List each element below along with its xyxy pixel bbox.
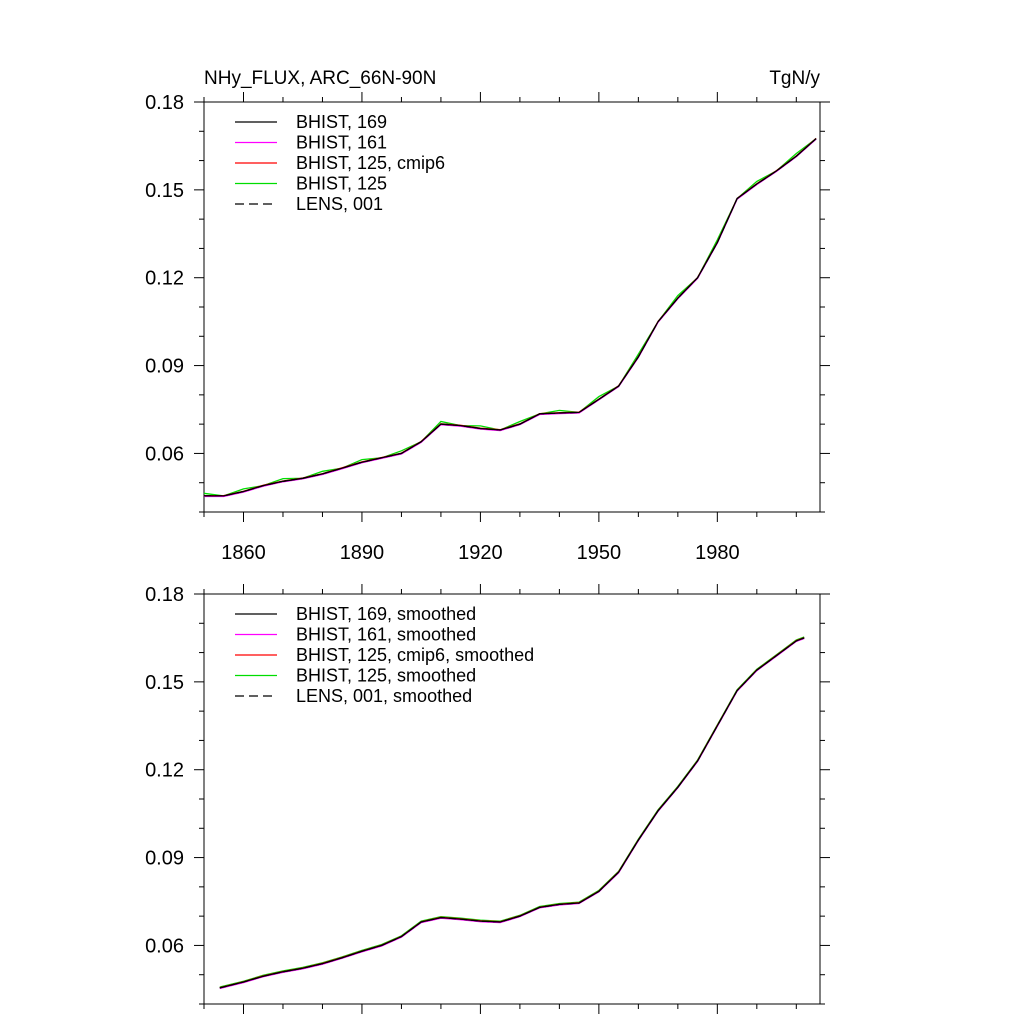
x-tick-label: 1860 [221, 542, 266, 564]
y-tick-label: 0.18 [145, 92, 184, 114]
legend-label: BHIST, 169, smoothed [296, 604, 476, 624]
legend-label: BHIST, 161 [296, 133, 387, 153]
legend-label: BHIST, 125, cmip6, smoothed [296, 645, 534, 665]
legend-label: BHIST, 125, smoothed [296, 666, 476, 686]
x-tick-label: 1920 [458, 542, 503, 564]
y-tick-label: 0.09 [145, 848, 184, 870]
legend-label: LENS, 001, smoothed [296, 686, 472, 706]
axis-ticks-bottom: 0.06 0.09 0.12 0.15 0.18 [145, 584, 830, 1014]
series-line [204, 138, 817, 497]
x-tick-label: 1890 [340, 542, 385, 564]
y-tick-label: 0.12 [145, 760, 184, 782]
y-tick-label: 0.06 [145, 935, 184, 957]
legend-label: LENS, 001 [296, 194, 383, 214]
chart-title-left: NHy_FLUX, ARC_66N-90N [204, 68, 436, 89]
y-tick-label: 0.06 [145, 443, 184, 465]
axis-ticks-top: 0.06 0.09 0.12 0.15 0.18 1860 1890 1920 1950 1980 [145, 92, 830, 564]
y-tick-label: 0.15 [145, 180, 184, 202]
series-lines-bottom [219, 636, 805, 990]
series-lines-top [203, 137, 817, 498]
top-chart-panel: NHy_FLUX, ARC_66N-90N TgN/y 0.06 0.09 0.12… [145, 68, 830, 564]
y-tick-label: 0.18 [145, 584, 184, 606]
legend-label: BHIST, 161, smoothed [296, 625, 476, 645]
legend-label: BHIST, 169 [296, 112, 387, 132]
series-line [219, 637, 805, 989]
x-tick-label: 1950 [577, 542, 622, 564]
chart-units: TgN/y [769, 68, 820, 89]
y-tick-label: 0.09 [145, 356, 184, 378]
legend-label: BHIST, 125 [296, 174, 387, 194]
y-tick-label: 0.15 [145, 672, 184, 694]
x-tick-label: 1980 [695, 542, 740, 564]
y-tick-label: 0.12 [145, 268, 184, 290]
legend-label: BHIST, 125, cmip6 [296, 153, 445, 173]
bottom-chart-panel: 0.06 0.09 0.12 0.15 0.18 BHIST, 169, smoothe… [145, 584, 830, 1014]
